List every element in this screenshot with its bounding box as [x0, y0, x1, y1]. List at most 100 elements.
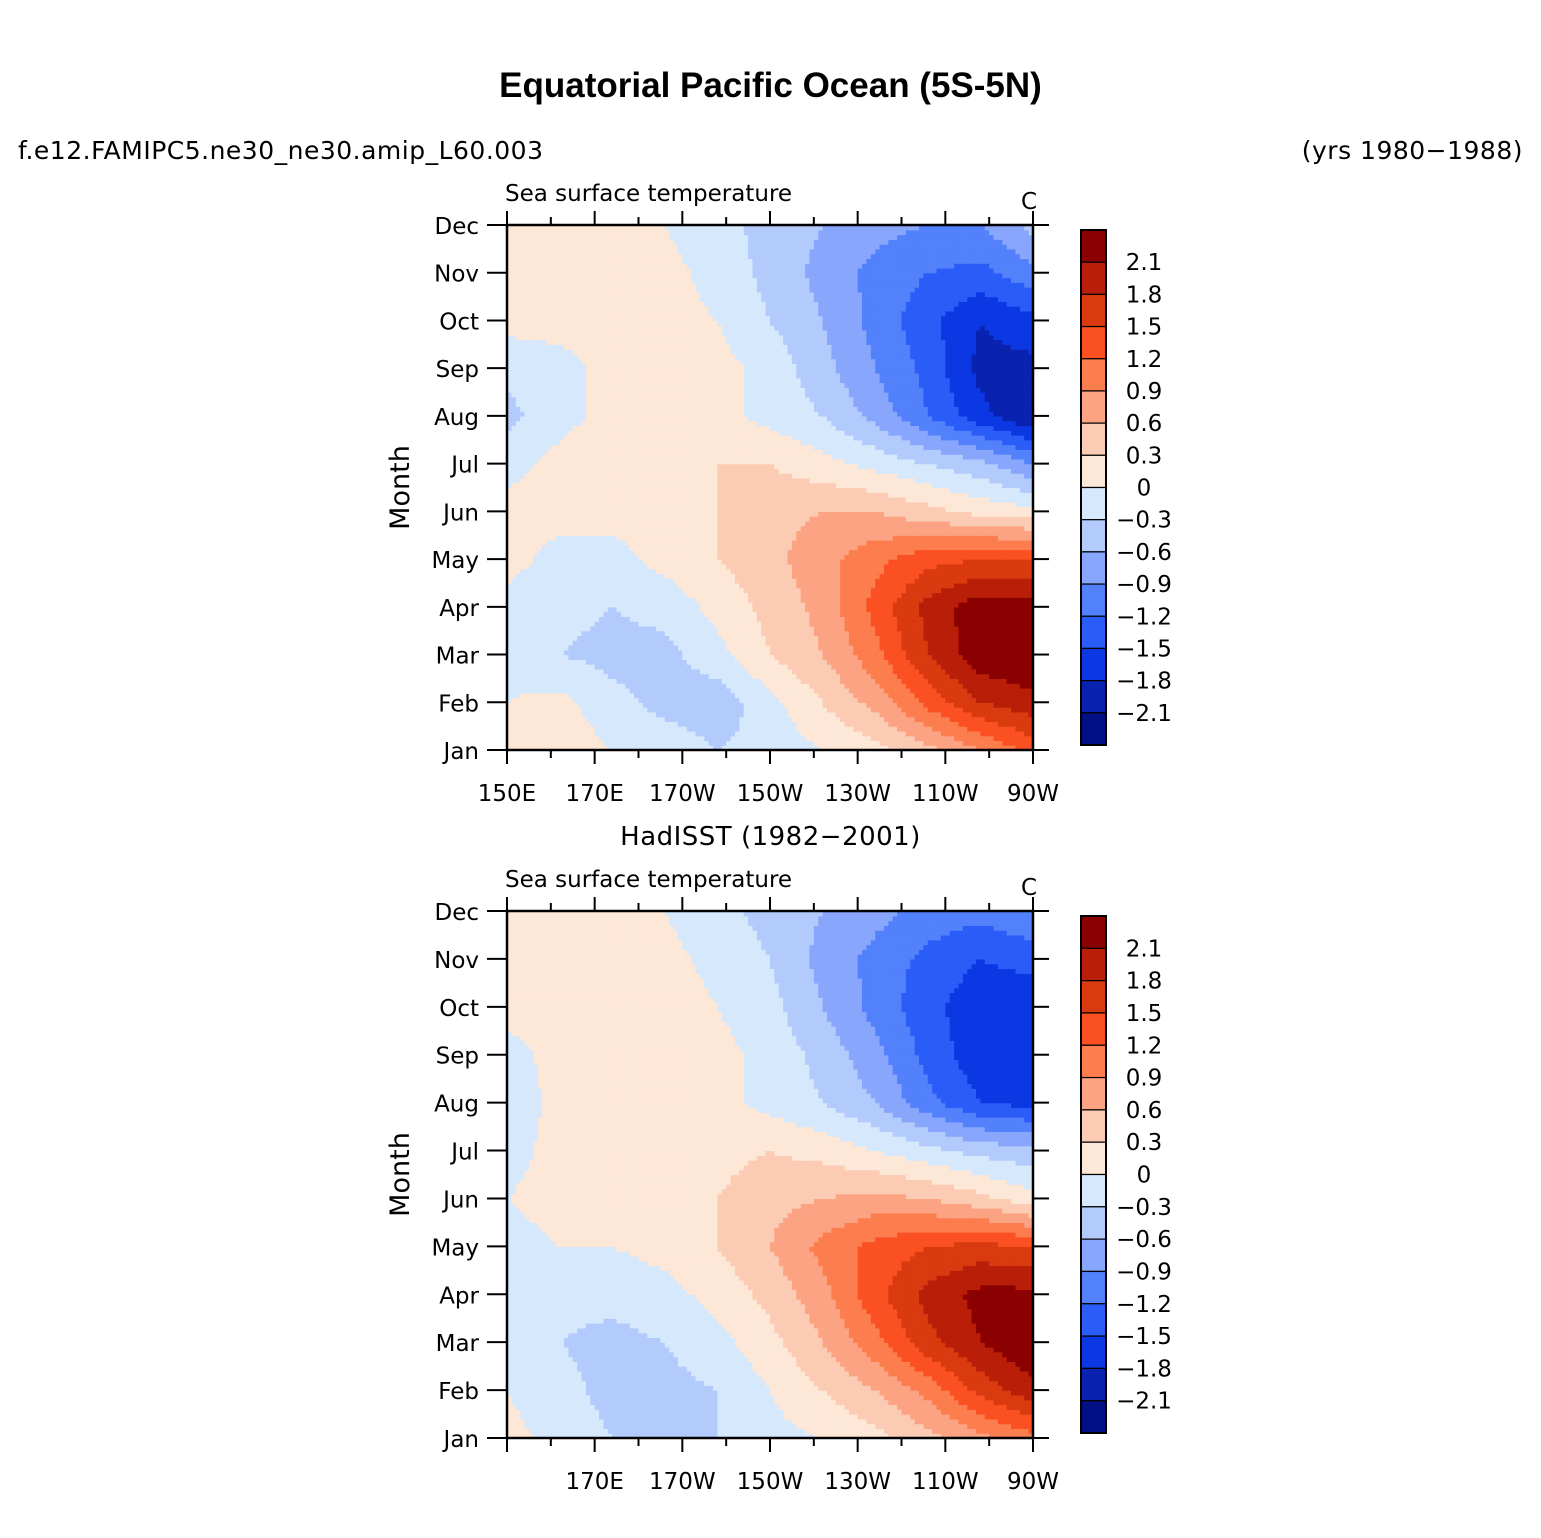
heatmap-cell: [638, 549, 644, 555]
heatmap-cell: [642, 721, 648, 727]
heatmap-cell: [642, 687, 648, 694]
heatmap-cell: [507, 711, 512, 718]
heatmap-cell: [730, 563, 736, 570]
heatmap-cell: [888, 707, 894, 713]
heatmap-cell: [761, 683, 767, 689]
heatmap-cell: [585, 678, 591, 684]
heatmap-cell: [796, 654, 802, 660]
heatmap-cell: [971, 721, 977, 727]
heatmap-cell: [515, 673, 521, 680]
heatmap-cell: [945, 654, 951, 660]
heatmap-cell: [1006, 625, 1012, 632]
heatmap-cell: [765, 711, 771, 718]
heatmap-cell: [515, 697, 521, 703]
heatmap-cell: [954, 597, 960, 603]
heatmap-cell: [734, 582, 740, 589]
heatmap-cell: [853, 664, 859, 670]
heatmap-cell: [713, 711, 718, 718]
heatmap-cell: [976, 726, 981, 732]
heatmap-cell: [533, 621, 539, 627]
heatmap-cell: [853, 592, 859, 598]
heatmap-cell: [958, 659, 964, 665]
heatmap-cell: [818, 640, 824, 646]
heatmap-cell: [971, 635, 977, 641]
heatmap-cell: [901, 664, 907, 670]
heatmap-cell: [603, 606, 609, 613]
heatmap-cell: [774, 721, 780, 727]
heatmap-cell: [783, 702, 789, 708]
heatmap-cell: [945, 716, 951, 722]
heatmap-cell: [796, 582, 802, 589]
heatmap-cell: [800, 597, 806, 603]
heatmap-cell: [616, 664, 622, 670]
heatmap-cell: [647, 611, 653, 617]
heatmap-cell: [533, 716, 539, 722]
heatmap-cell: [581, 654, 587, 660]
heatmap-cell: [901, 716, 907, 722]
heatmap-cell: [660, 740, 666, 746]
heatmap-cell: [603, 621, 609, 627]
heatmap-cell: [638, 692, 644, 699]
heatmap-cell: [923, 673, 929, 680]
heatmap-cell: [651, 606, 657, 613]
heatmap-cell: [813, 587, 819, 594]
heatmap-cell: [515, 563, 521, 570]
heatmap-cell: [980, 602, 986, 608]
heatmap-cell: [616, 635, 622, 641]
heatmap-cell: [673, 735, 679, 742]
heatmap-cell: [664, 640, 670, 646]
heatmap-cell: [989, 602, 995, 608]
heatmap-cell: [629, 697, 635, 703]
heatmap-cell: [511, 668, 517, 675]
heatmap-cell: [682, 578, 688, 584]
heatmap-cell: [862, 678, 868, 684]
heatmap-cell: [813, 697, 819, 703]
heatmap-cell: [818, 702, 824, 708]
heatmap-cell: [778, 721, 784, 727]
heatmap-cell: [520, 702, 526, 708]
heatmap-cell: [796, 745, 802, 751]
heatmap-cell: [1002, 621, 1008, 627]
heatmap-cell: [625, 664, 631, 670]
heatmap-cell: [1006, 654, 1012, 660]
heatmap-cell: [682, 563, 688, 570]
heatmap-cell: [682, 549, 688, 555]
heatmap-cell: [770, 592, 775, 598]
heatmap-cell: [669, 606, 675, 613]
heatmap-cell: [717, 630, 723, 637]
heatmap-cell: [612, 664, 618, 670]
heatmap-cell: [791, 654, 797, 660]
heatmap-cell: [563, 568, 569, 575]
heatmap-cell: [748, 587, 754, 594]
heatmap-cell: [585, 659, 591, 665]
heatmap-cell: [634, 549, 640, 555]
heatmap-cell: [572, 611, 578, 617]
heatmap-cell: [713, 587, 718, 594]
heatmap-cell: [770, 730, 775, 737]
heatmap-cell: [962, 692, 968, 699]
heatmap-cell: [945, 711, 951, 718]
heatmap-cell: [1006, 573, 1012, 579]
heatmap-cell: [704, 606, 710, 613]
heatmap-cell: [607, 730, 613, 737]
heatmap-cell: [796, 649, 802, 656]
heatmap-cell: [669, 697, 675, 703]
heatmap-cell: [923, 578, 929, 584]
heatmap-cell: [625, 621, 631, 627]
heatmap-cell: [699, 635, 705, 641]
heatmap-cell: [713, 721, 718, 727]
heatmap-cell: [524, 692, 530, 699]
heatmap-cell: [901, 654, 907, 660]
heatmap-cell: [945, 697, 951, 703]
heatmap-cell: [1019, 640, 1025, 646]
heatmap-cell: [831, 697, 837, 703]
heatmap-cell: [927, 721, 933, 727]
heatmap-cell: [734, 645, 740, 651]
heatmap-cell: [765, 616, 771, 622]
heatmap-cell: [1028, 678, 1034, 684]
heatmap-cell: [796, 697, 802, 703]
heatmap-cell: [739, 726, 745, 732]
heatmap-cell: [625, 582, 631, 589]
heatmap-cell: [730, 554, 736, 560]
heatmap-cell: [984, 687, 990, 694]
